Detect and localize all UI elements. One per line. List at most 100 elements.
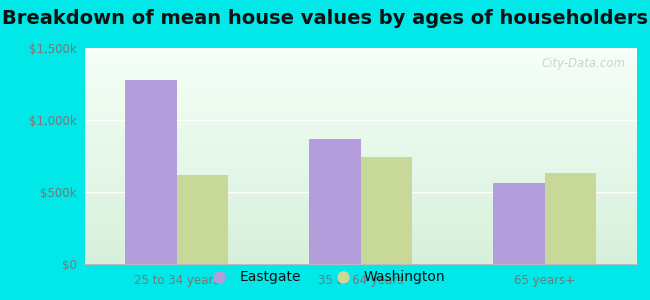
Bar [84, 134, 637, 136]
Bar [84, 107, 637, 109]
Bar [84, 212, 637, 213]
Bar [84, 131, 637, 132]
Bar [84, 50, 637, 51]
Bar [84, 208, 637, 209]
Bar [84, 218, 637, 219]
Bar [84, 161, 637, 163]
Bar [84, 250, 637, 251]
Bar [84, 203, 637, 205]
Bar [84, 228, 637, 230]
Bar [84, 156, 637, 157]
Bar [84, 56, 637, 57]
Bar [84, 94, 637, 95]
Bar [84, 82, 637, 84]
Bar [84, 164, 637, 165]
Bar [84, 103, 637, 104]
Bar [84, 73, 637, 74]
Bar [361, 158, 412, 264]
Bar [84, 227, 637, 228]
Bar [84, 224, 637, 225]
Bar [84, 78, 637, 79]
Bar [84, 263, 637, 264]
Bar [84, 240, 637, 241]
Bar [545, 173, 597, 264]
Bar [84, 233, 637, 234]
Bar [84, 167, 637, 168]
Bar [84, 58, 637, 59]
Bar [84, 199, 637, 200]
Bar [84, 183, 637, 184]
Bar [84, 91, 637, 92]
Bar [84, 253, 637, 254]
Bar [84, 230, 637, 232]
Bar [84, 225, 637, 226]
Bar [84, 160, 637, 161]
Bar [309, 139, 361, 264]
Legend: Eastgate, Washington: Eastgate, Washington [200, 265, 450, 290]
Bar [84, 102, 637, 103]
Bar [84, 59, 637, 60]
Bar [84, 241, 637, 242]
Bar [84, 236, 637, 237]
Bar [84, 101, 637, 102]
Bar [84, 220, 637, 221]
Bar [84, 226, 637, 227]
Bar [84, 84, 637, 85]
Bar [84, 174, 637, 175]
Bar [84, 110, 637, 111]
Bar [84, 237, 637, 238]
Bar [84, 89, 637, 90]
Bar [84, 246, 637, 247]
Bar [84, 113, 637, 114]
Bar [84, 62, 637, 63]
Bar [84, 136, 637, 138]
Bar [84, 115, 637, 116]
Bar [84, 222, 637, 223]
Bar [84, 159, 637, 160]
Bar [84, 247, 637, 248]
Bar [84, 157, 637, 158]
Bar [84, 79, 637, 80]
Bar [84, 60, 637, 61]
Bar [84, 213, 637, 214]
Bar [84, 145, 637, 146]
Bar [84, 141, 637, 142]
Bar [84, 234, 637, 235]
Bar [84, 188, 637, 190]
Bar [84, 127, 637, 128]
Bar [84, 93, 637, 94]
Bar [84, 82, 637, 83]
Bar [84, 259, 637, 260]
Bar [84, 86, 637, 87]
Bar [84, 206, 637, 207]
Bar [177, 175, 228, 264]
Bar [84, 72, 637, 73]
Bar [84, 66, 637, 68]
Bar [84, 190, 637, 192]
Bar [84, 74, 637, 75]
Bar [84, 195, 637, 196]
Bar [84, 200, 637, 201]
Bar [84, 126, 637, 127]
Bar [84, 197, 637, 198]
Bar [84, 232, 637, 233]
Bar [84, 171, 637, 172]
Bar [84, 148, 637, 149]
Bar [84, 158, 637, 159]
Bar [84, 214, 637, 215]
Bar [84, 215, 637, 217]
Bar [84, 139, 637, 140]
Bar [84, 202, 637, 203]
Bar [84, 172, 637, 173]
Bar [84, 146, 637, 147]
Bar [84, 186, 637, 187]
Bar [84, 48, 637, 49]
Bar [84, 85, 637, 86]
Bar [84, 112, 637, 113]
Bar [84, 209, 637, 210]
Bar [84, 132, 637, 133]
Bar [84, 252, 637, 253]
Bar [84, 55, 637, 56]
Bar [84, 138, 637, 139]
Bar [84, 122, 637, 124]
